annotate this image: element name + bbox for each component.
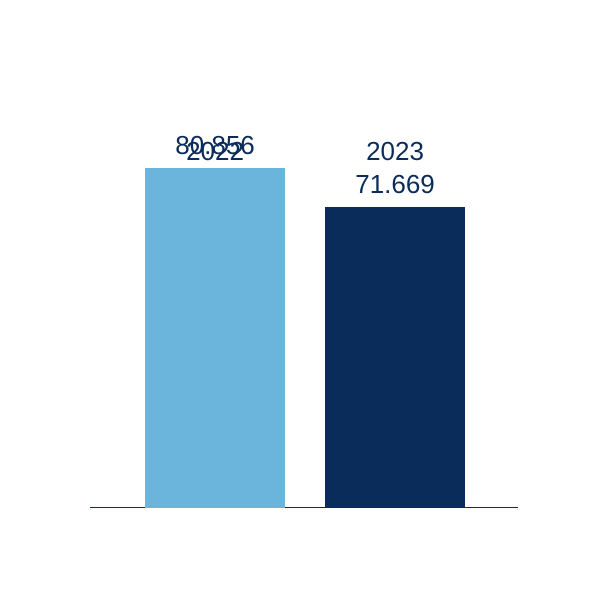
bar-chart: 80.856 2022 71.669 2023: [0, 0, 608, 608]
bar-category-label: 2023: [325, 136, 465, 548]
bar-category-label: 2022: [145, 136, 285, 548]
chart-plot-area: 80.856 2022 71.669 2023: [120, 128, 488, 508]
